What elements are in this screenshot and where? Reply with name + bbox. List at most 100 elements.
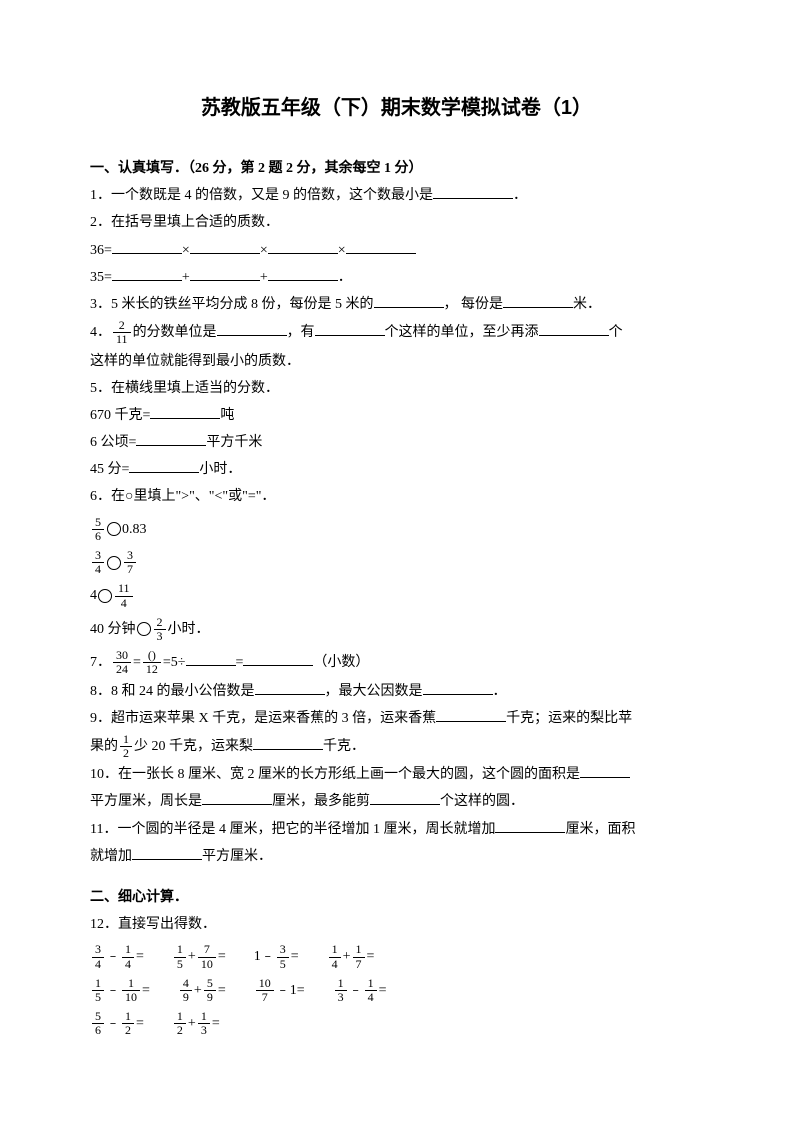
calc-item: 13﹣14= [333, 977, 387, 1004]
frac-3-4: 34 [92, 549, 104, 576]
q10-cont: 平方厘米，周长是厘米，最多能剪个这样的圆． [90, 789, 703, 814]
q5-l1b: 吨 [220, 408, 234, 423]
section2-header: 二、细心计算． [90, 885, 703, 910]
compare-circle[interactable] [107, 556, 121, 570]
q5-blank[interactable] [150, 403, 220, 419]
q2-intro: 2．在括号里填上合适的质数． [90, 210, 703, 235]
calc-item: 49+59= [178, 977, 226, 1004]
q1-blank[interactable] [433, 183, 513, 199]
q4-blank[interactable] [315, 320, 385, 336]
q2-blank[interactable] [190, 238, 260, 254]
q11a: 11．一个圆的半径是 4 厘米，把它的半径增加 1 厘米，周长就增加 [90, 822, 495, 837]
calc-item: 1﹣35= [254, 943, 299, 970]
q2-line2: 35=++． [90, 265, 703, 290]
q2-l2a: 35= [90, 270, 112, 285]
q6-r5a: 40 分钟 [90, 622, 136, 637]
q9d: 少 20 千克，运来梨 [134, 739, 253, 754]
q8b: ，最大公因数是 [325, 684, 423, 699]
calc-item: 15+710= [172, 943, 226, 970]
compare-circle[interactable] [137, 622, 151, 636]
q10-blank[interactable] [202, 789, 272, 805]
calc-item: 14+17= [327, 943, 375, 970]
frac-3-7: 37 [124, 549, 136, 576]
frac-30-24: 3024 [113, 649, 131, 676]
q3c: 米． [573, 297, 601, 312]
q7b: =5÷ [163, 655, 186, 670]
q3-blank[interactable] [503, 292, 573, 308]
calc-row-3: 56﹣12= 12+13= [90, 1010, 703, 1037]
q2-blank[interactable] [346, 238, 416, 254]
q10a: 10．在一张长 8 厘米、宽 2 厘米的长方形纸上画一个最大的圆，这个圆的面积是 [90, 767, 580, 782]
q7-blank[interactable] [243, 650, 313, 666]
q8-blank[interactable] [423, 679, 493, 695]
q9a: 9．超市运来苹果 X 千克，是运来香蕉的 3 倍，运来香蕉 [90, 711, 436, 726]
q2-blank[interactable] [112, 265, 182, 281]
q11: 11．一个圆的半径是 4 厘米，把它的半径增加 1 厘米，周长就增加厘米，面积 [90, 817, 703, 842]
q11-blank[interactable] [132, 844, 202, 860]
q10: 10．在一张长 8 厘米、宽 2 厘米的长方形纸上画一个最大的圆，这个圆的面积是 [90, 762, 703, 787]
q4-blank[interactable] [217, 320, 287, 336]
q3-blank[interactable] [374, 292, 444, 308]
compare-circle[interactable] [98, 589, 112, 603]
q7a: 7． [90, 655, 111, 670]
q8a: 8．8 和 24 的最小公倍数是 [90, 684, 255, 699]
frac-2-11: 211 [113, 319, 131, 346]
q4d: 个这样的单位，至少再添 [385, 325, 539, 340]
calc-item: 107﹣1= [254, 977, 305, 1004]
q2-l1d: × [338, 243, 346, 258]
q6-intro: 6．在○里填上">"、"<"或"="． [90, 484, 703, 509]
q10c: 厘米，最多能剪 [272, 794, 370, 809]
page-title: 苏教版五年级（下）期末数学模拟试卷（1） [90, 90, 703, 126]
q6-r4: 40 分钟23小时． [90, 616, 703, 643]
q7-blank[interactable] [186, 650, 236, 666]
frac-paren-12: ()12 [143, 649, 161, 676]
q1: 1．一个数既是 4 的倍数，又是 9 的倍数，这个数最小是． [90, 183, 703, 208]
frac-2-3: 23 [154, 616, 166, 643]
q8-blank[interactable] [255, 679, 325, 695]
q5-l3b: 小时． [199, 462, 241, 477]
q4a: 4． [90, 325, 111, 340]
q2-blank[interactable] [190, 265, 260, 281]
frac-5-6: 56 [92, 516, 104, 543]
q12-intro: 12．直接写出得数． [90, 912, 703, 937]
q2-l1a: 36= [90, 243, 112, 258]
q1-end: ． [513, 188, 527, 203]
compare-circle[interactable] [107, 522, 121, 536]
q9-blank[interactable] [253, 734, 323, 750]
q10-blank[interactable] [370, 789, 440, 805]
q5-l2b: 平方千米 [206, 435, 262, 450]
q4-blank[interactable] [539, 320, 609, 336]
q2-l2end: ． [338, 270, 352, 285]
q9: 9．超市运来苹果 X 千克，是运来香蕉的 3 倍，运来香蕉千克；运来的梨比苹 [90, 706, 703, 731]
q5-l1a: 670 千克= [90, 408, 150, 423]
q4-cont: 这样的单位就能得到最小的质数． [90, 349, 703, 374]
q5-line1: 670 千克= 吨 [90, 403, 703, 428]
q2-blank[interactable] [268, 265, 338, 281]
q10-blank[interactable] [580, 762, 630, 778]
q4: 4．211的分数单位是，有个这样的单位，至少再添个 [90, 319, 703, 346]
q7d: （小数） [313, 655, 369, 670]
q4c: ，有 [287, 325, 315, 340]
q7: 7．3024=()12=5÷=（小数） [90, 649, 703, 676]
q5-intro: 5．在横线里填上适当的分数． [90, 376, 703, 401]
q5-line2: 6 公顷=平方千米 [90, 430, 703, 455]
q9-cont: 果的12少 20 千克，运来梨千克． [90, 733, 703, 760]
q9c: 果的 [90, 739, 118, 754]
calc-item: 34﹣14= [90, 943, 144, 970]
q2-blank[interactable] [268, 238, 338, 254]
q11-blank[interactable] [495, 817, 565, 833]
calc-item: 12+13= [172, 1010, 220, 1037]
q6-r2: 34 37 [90, 549, 703, 576]
q5-blank[interactable] [136, 430, 206, 446]
q5-line3: 45 分=小时． [90, 457, 703, 482]
q5-blank[interactable] [129, 457, 199, 473]
q3: 3．5 米长的铁丝平均分成 8 份，每份是 5 米的， 每份是米． [90, 292, 703, 317]
q9-blank[interactable] [436, 706, 506, 722]
q2-l2c: + [260, 270, 268, 285]
q2-blank[interactable] [112, 238, 182, 254]
q8: 8．8 和 24 的最小公倍数是，最大公因数是． [90, 679, 703, 704]
q9e: 千克． [323, 739, 365, 754]
q2-l1b: × [182, 243, 190, 258]
q6-r4a: 4 [90, 588, 97, 603]
q6-r3: 4114 [90, 582, 703, 609]
